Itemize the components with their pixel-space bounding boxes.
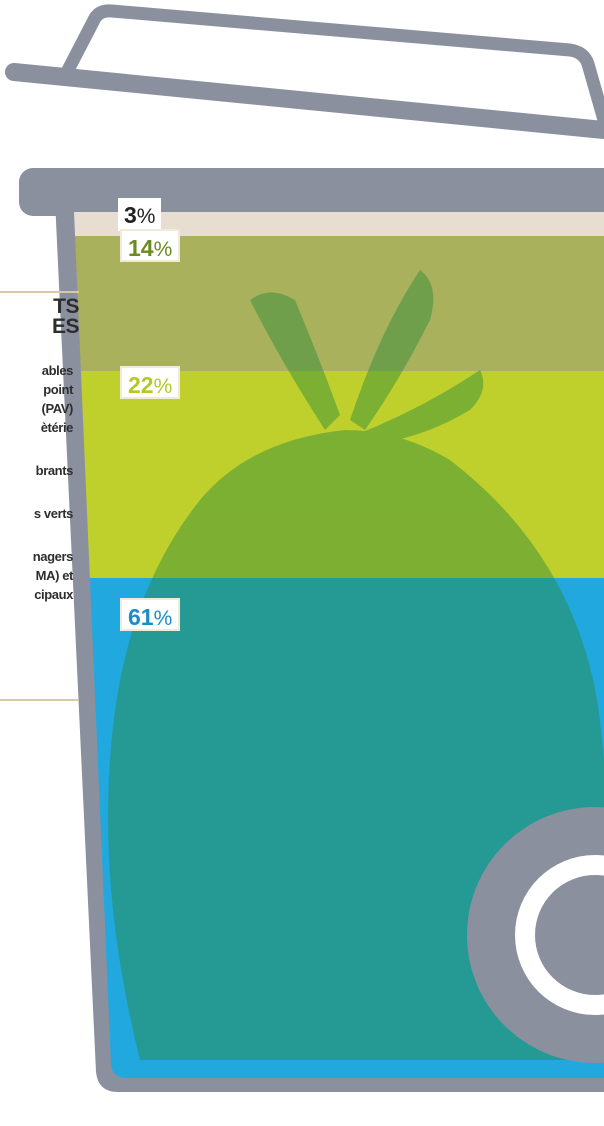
legend-item: cipaux [34,587,73,602]
pct-value: 3 [124,202,137,228]
legend-title-line2: ES [51,315,79,338]
pct-label-3: 3% [118,198,162,231]
pct-unit: % [153,607,173,630]
legend-item: nagers [32,549,74,564]
legend-panel: TS ES ables point (PAV) ètérie brants s … [0,291,79,701]
legend-item: brants [35,463,74,478]
pct-value: 22 [128,372,154,398]
pct-label-14: 14% [120,229,181,262]
legend-title-line1: TS [53,295,79,318]
pct-value: 61 [128,604,154,630]
legend-item: MA) et [35,568,74,583]
legend-item: s verts [33,506,74,521]
lid-bar [5,63,604,139]
pct-unit: % [136,205,156,228]
legend-item: point [43,382,73,397]
wheel-hub [535,875,604,995]
pct-label-61: 61% [120,598,181,631]
pct-label-22: 22% [120,366,181,399]
segment-3-pct [74,212,604,236]
legend-item: (PAV) [41,401,74,416]
segment-22-pct [74,371,604,578]
legend-title: TS ES [0,295,79,338]
pct-value: 14 [128,235,154,261]
legend-item: ètérie [40,420,74,435]
legend-item: ables [41,363,74,378]
pct-unit: % [153,238,173,261]
pct-unit: % [153,375,173,398]
lid-handle [60,4,604,127]
